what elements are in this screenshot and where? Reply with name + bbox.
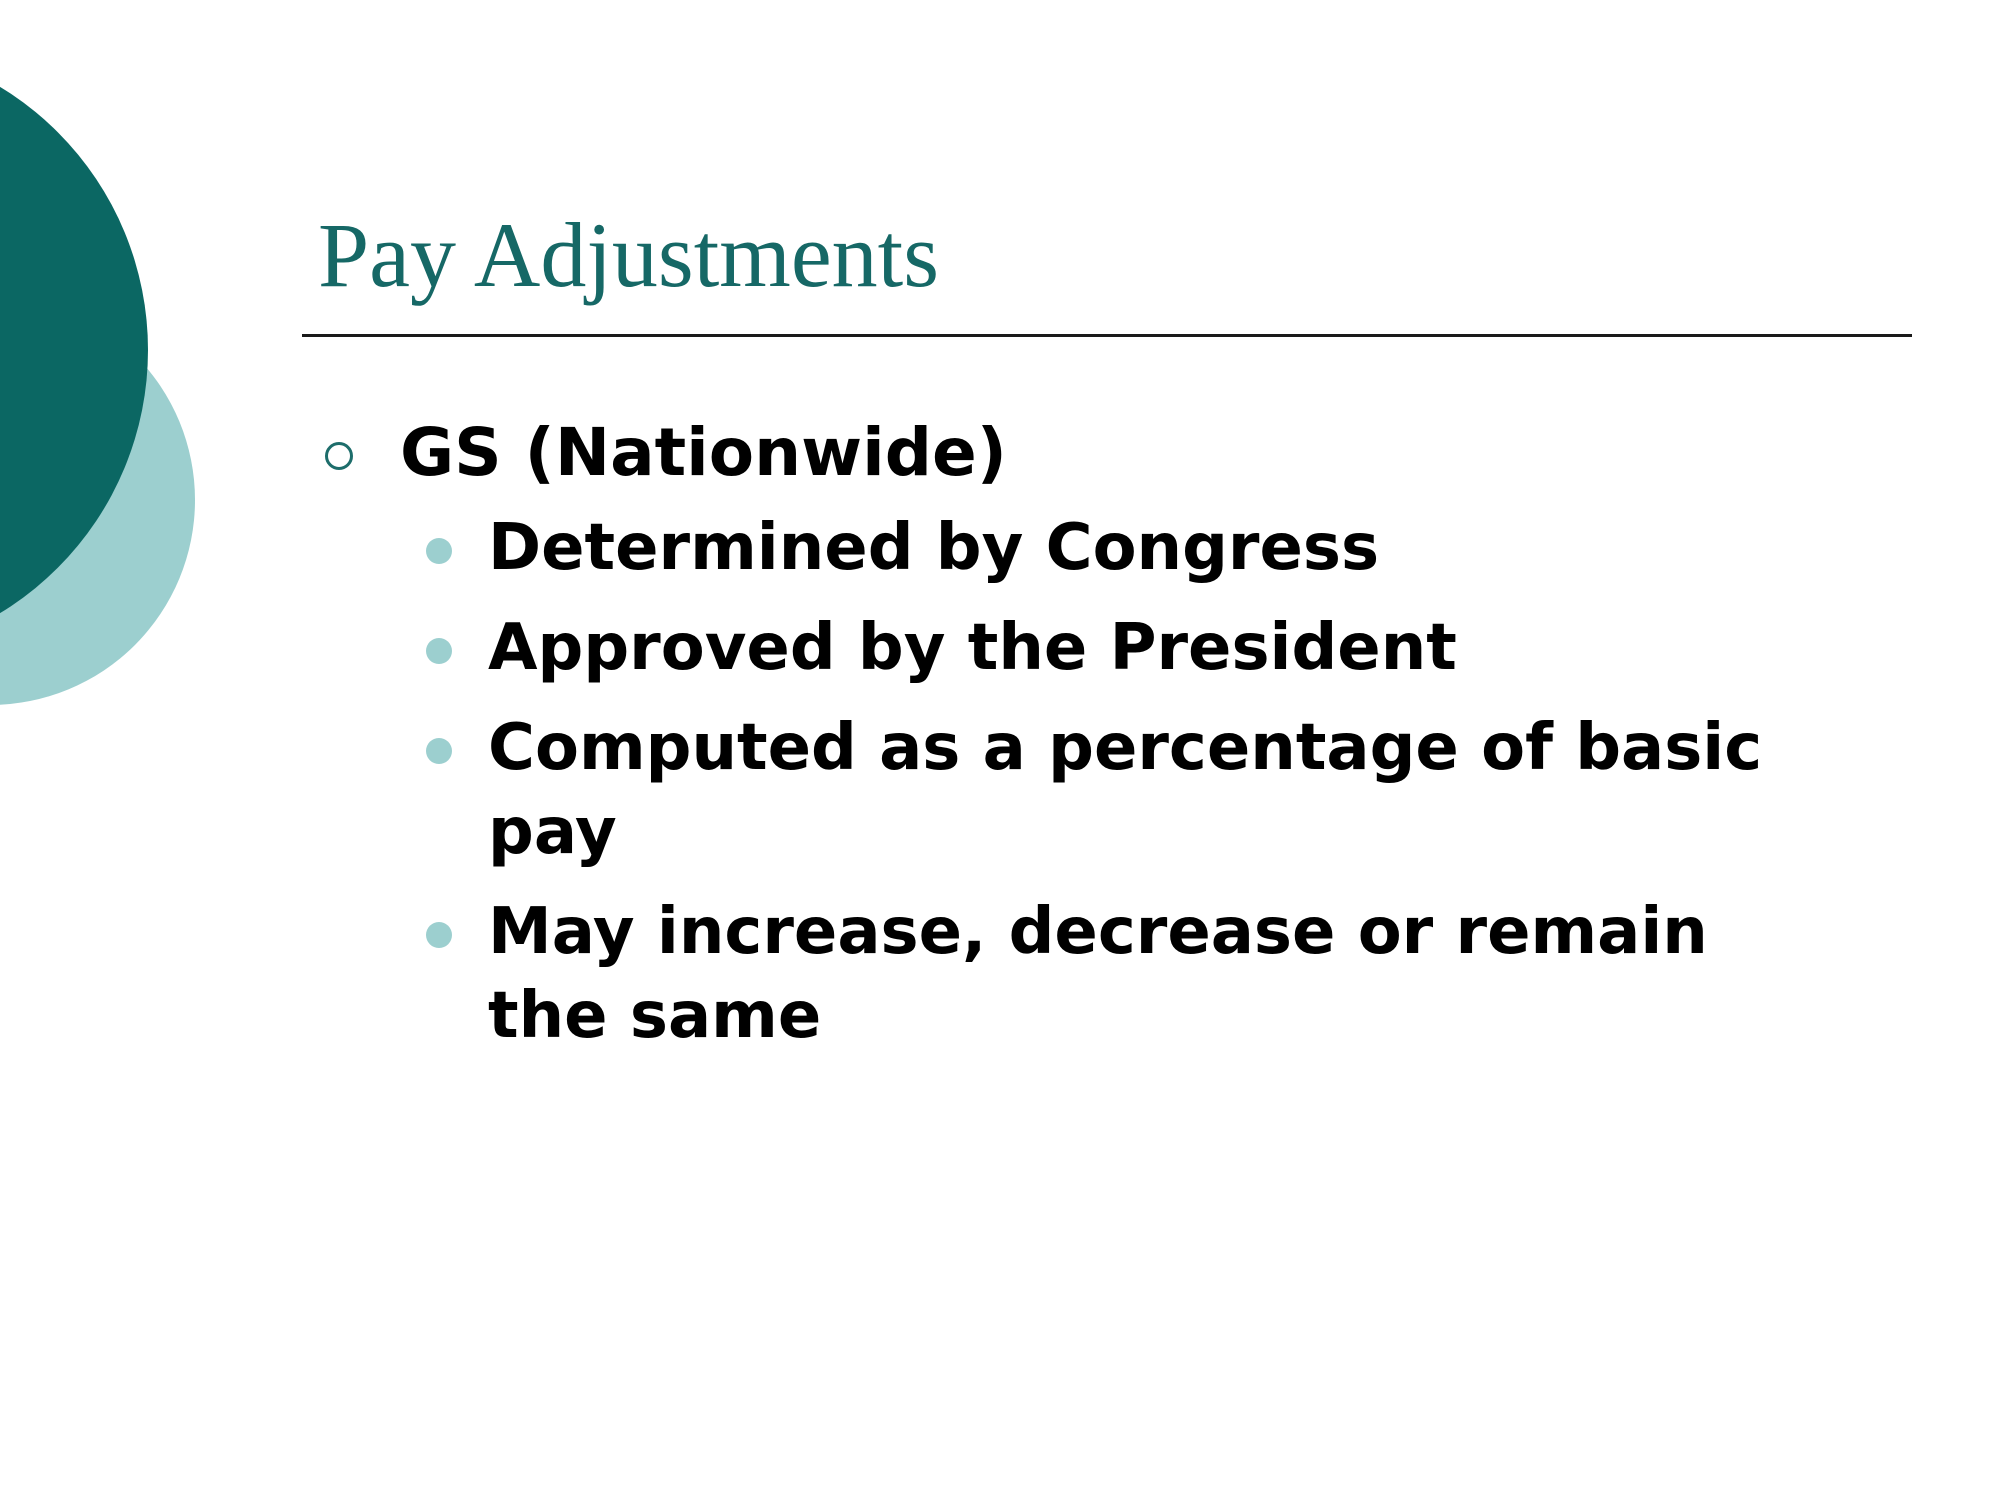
ring-bullet-icon <box>325 442 353 470</box>
dark-teal-circle <box>0 86 148 614</box>
sub-bullet-item: Approved by the President <box>318 606 1848 690</box>
sub-bullet-item: Computed as a percentage of basic pay <box>318 706 1848 874</box>
title-divider <box>302 334 1912 337</box>
sub-bullet-item: May increase, decrease or remain the sam… <box>318 890 1848 1058</box>
sub-bullet-text: Approved by the President <box>488 611 1457 685</box>
dot-bullet-icon <box>426 538 452 564</box>
sub-bullet-item: Determined by Congress <box>318 506 1848 590</box>
dot-bullet-icon <box>426 738 452 764</box>
sub-bullet-text: May increase, decrease or remain the sam… <box>488 895 1708 1053</box>
slide-title: Pay Adjustments <box>318 204 940 306</box>
sub-bullet-text: Determined by Congress <box>488 511 1380 585</box>
bullet-gs-nationwide: GS (Nationwide) <box>318 410 1918 496</box>
dot-bullet-icon <box>426 922 452 948</box>
sub-bullet-list: Determined by Congress Approved by the P… <box>318 506 1918 1058</box>
slide-body: GS (Nationwide) Determined by Congress A… <box>318 410 1918 1074</box>
sub-bullet-text: Computed as a percentage of basic pay <box>488 711 1763 869</box>
bullet-text: GS (Nationwide) <box>400 414 1007 491</box>
dot-bullet-icon <box>426 638 452 664</box>
decorative-circles <box>0 86 195 705</box>
